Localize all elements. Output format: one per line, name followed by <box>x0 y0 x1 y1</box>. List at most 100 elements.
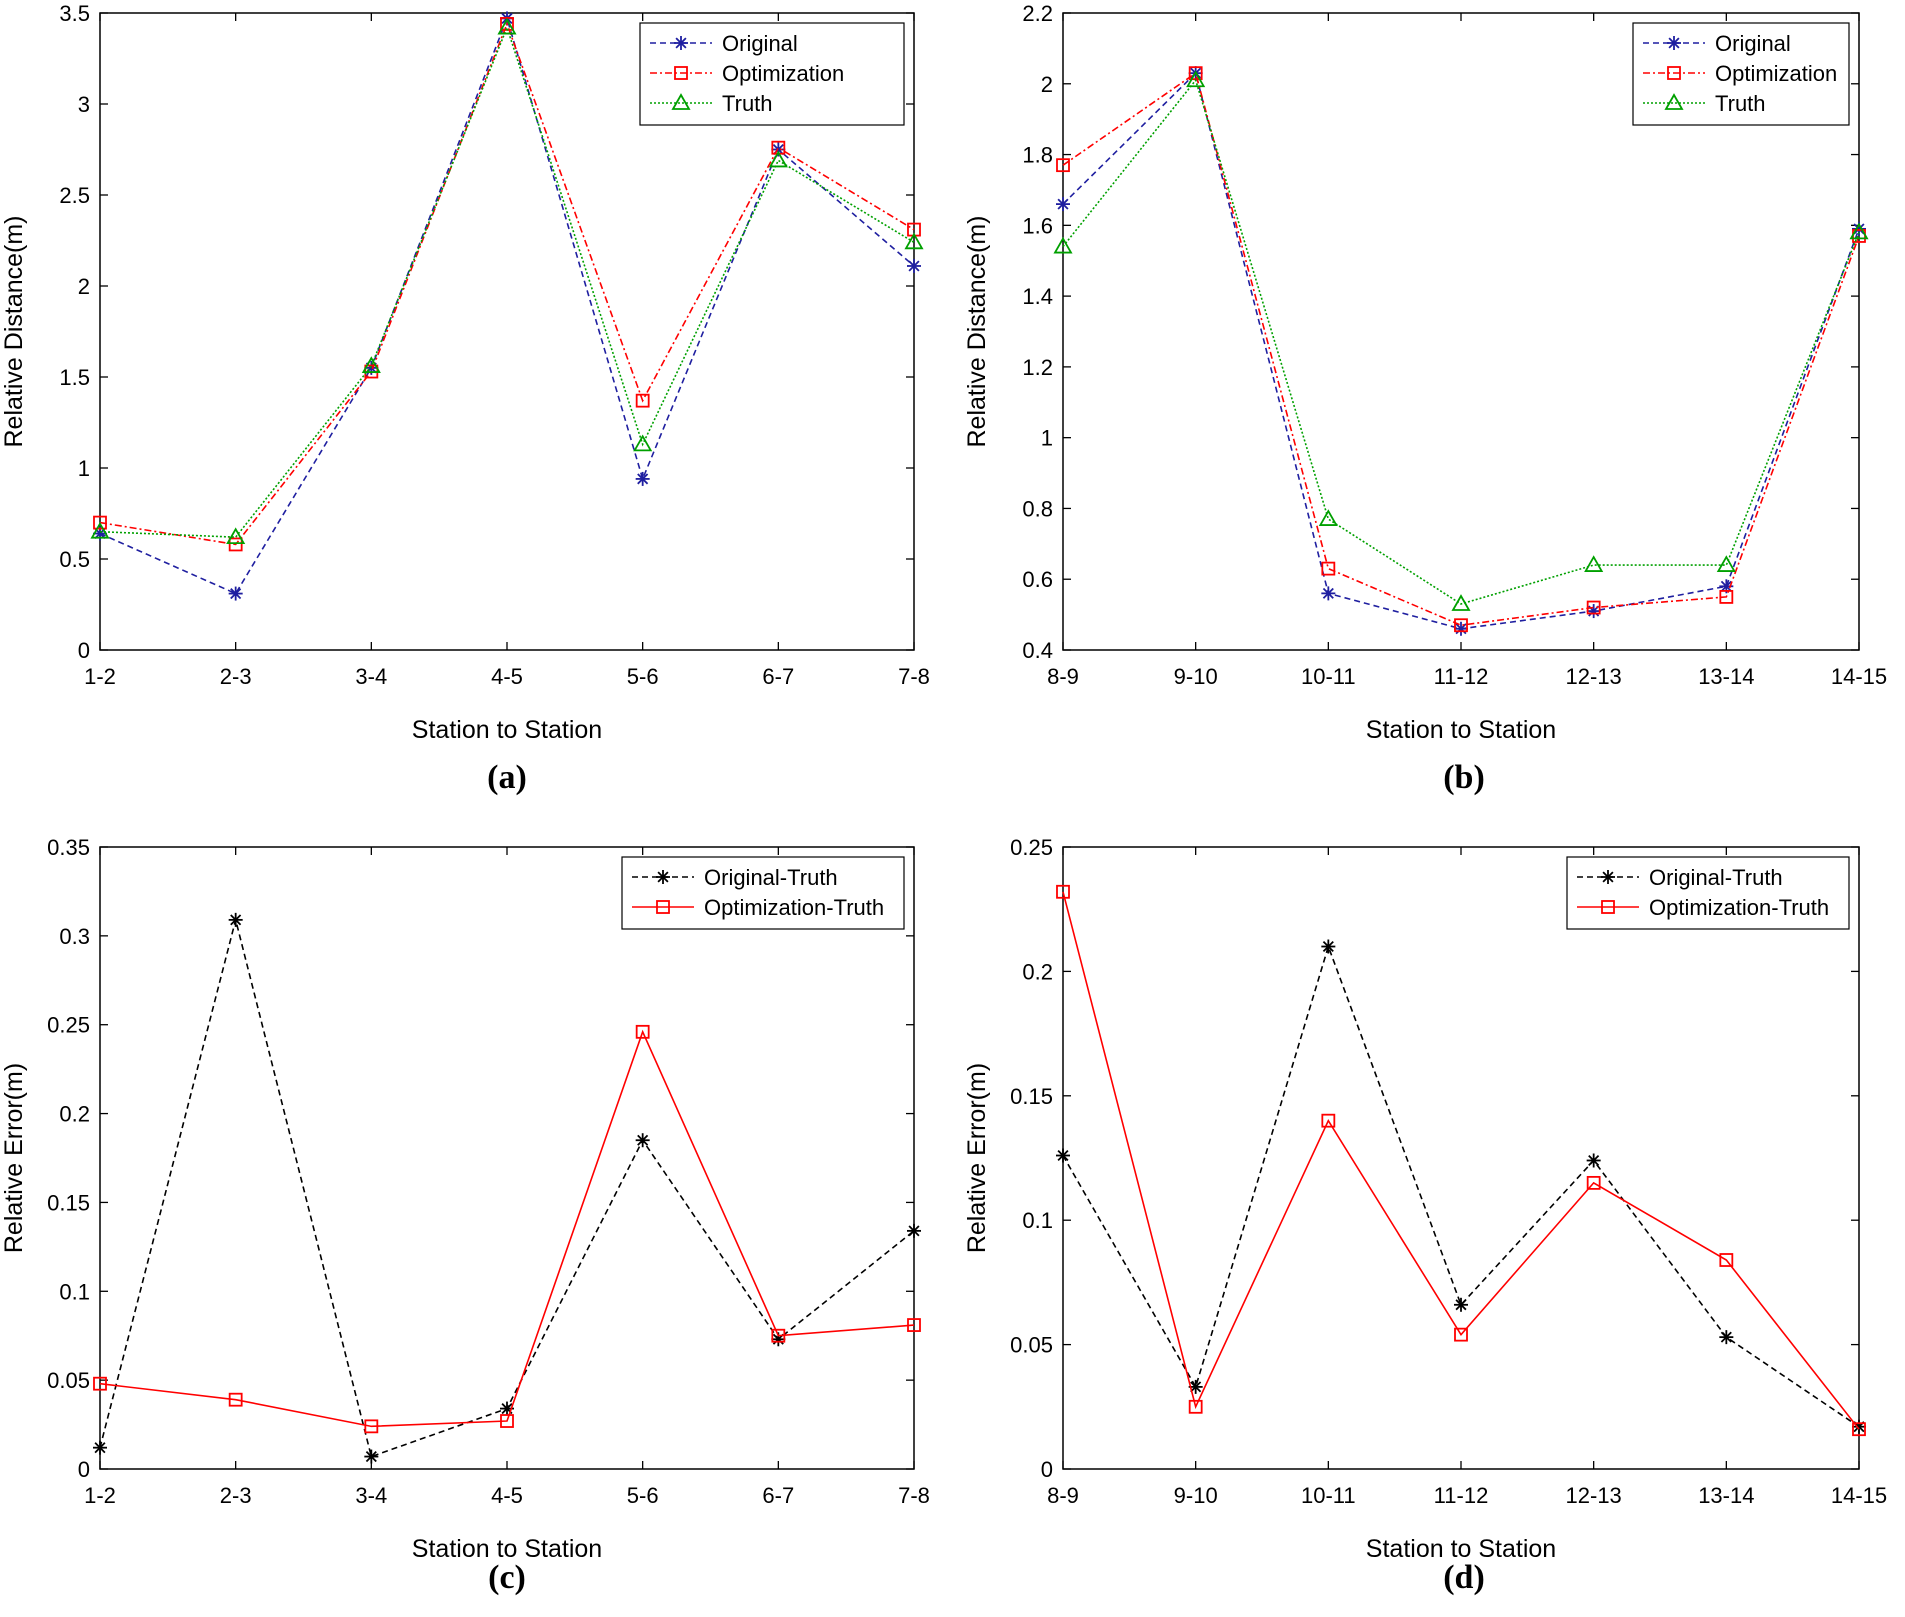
data-point <box>1451 594 1471 611</box>
x-axis-title: Station to Station <box>412 716 602 744</box>
data-point <box>226 527 246 545</box>
x-tick-label: 5-6 <box>627 664 659 689</box>
data-point <box>93 515 107 530</box>
y-tick-label: 0.1 <box>59 1279 90 1304</box>
data-point <box>1053 236 1073 254</box>
data-point <box>1716 555 1736 572</box>
y-axis-title: Relative Distance(m) <box>963 215 991 447</box>
legend-marker <box>674 66 688 80</box>
x-tick-label: 7-8 <box>898 1483 930 1508</box>
legend: Original-Truth Optimization-Truth <box>621 856 905 930</box>
x-tick-label: 1-2 <box>84 664 116 689</box>
x-tick-label: 10-11 <box>1301 1483 1356 1508</box>
y-tick-label: 1.4 <box>1022 284 1053 309</box>
data-point <box>907 1318 921 1332</box>
series-line <box>99 919 915 1458</box>
series-0 <box>1056 66 1866 636</box>
legend-label: Original-Truth <box>1649 865 1783 890</box>
y-axis-title: Relative Distance(m) <box>0 215 28 447</box>
x-tick-label: 12-13 <box>1566 1483 1622 1508</box>
legend-marker <box>1601 870 1615 884</box>
data-point <box>228 537 243 552</box>
data-point <box>361 356 381 373</box>
series-1 <box>1056 66 1866 633</box>
x-tick-label: 10-11 <box>1301 664 1356 689</box>
legend-label: Optimization <box>1715 61 1837 86</box>
series-2 <box>1053 70 1869 611</box>
series-line <box>1062 78 1860 605</box>
data-point <box>1719 1253 1734 1267</box>
y-tick-label: 0.3 <box>59 924 90 949</box>
data-point <box>1586 604 1601 619</box>
y-tick-label: 0.35 <box>47 835 90 860</box>
legend-label: Original-Truth <box>704 865 838 890</box>
data-point <box>1719 1330 1734 1345</box>
series-0 <box>93 11 921 601</box>
data-point <box>1318 509 1338 526</box>
y-tick-label: 0.05 <box>1010 1333 1053 1358</box>
x-tick-label: 4-5 <box>491 664 523 689</box>
y-tick-label: 0.5 <box>59 547 90 572</box>
legend-box <box>1566 856 1850 930</box>
x-axis-title: Station to Station <box>412 1535 602 1563</box>
panel-label: (d) <box>1443 1559 1485 1596</box>
x-tick-label: 2-3 <box>220 1483 252 1508</box>
data-point <box>93 1440 107 1455</box>
data-point <box>907 258 921 273</box>
data-point <box>500 1414 514 1428</box>
data-point <box>1584 555 1604 572</box>
x-tick-label: 6-7 <box>762 1483 794 1508</box>
legend: Original-Truth Optimization-Truth <box>1566 856 1850 930</box>
legend-label: Optimization-Truth <box>1649 895 1829 920</box>
data-point <box>1454 618 1468 633</box>
y-tick-label: 0 <box>1041 1457 1053 1482</box>
x-tick-label: 5-6 <box>627 1483 659 1508</box>
y-tick-label: 1 <box>78 456 90 481</box>
data-point <box>1056 197 1070 212</box>
y-tick-label: 0.15 <box>47 1190 90 1215</box>
x-tick-label: 1-2 <box>84 1483 116 1508</box>
y-tick-label: 0.1 <box>1022 1208 1053 1233</box>
panel-label: (a) <box>487 759 527 796</box>
legend-marker <box>656 870 670 884</box>
x-tick-label: 8-9 <box>1047 1483 1079 1508</box>
data-point <box>1321 561 1336 576</box>
y-tick-label: 1.5 <box>59 365 90 390</box>
legend-marker <box>656 900 670 914</box>
legend: Original Optimization Truth <box>1632 22 1850 126</box>
x-axis-title: Station to Station <box>1366 716 1556 744</box>
data-point <box>228 586 243 601</box>
y-tick-label: 3 <box>78 92 90 117</box>
y-tick-label: 0.25 <box>1010 835 1053 860</box>
data-point <box>1321 586 1336 601</box>
data-point <box>90 521 110 539</box>
y-tick-label: 0.15 <box>1010 1084 1053 1109</box>
chart-panel-0: 0 0.5 1 1.5 2 2.5 3 3.5 1-2 2-3 3-4 4-5 5-6 6-7 7-8 Sta… <box>0 1 930 796</box>
series-line <box>1062 71 1860 627</box>
legend-label: Original <box>1715 31 1791 56</box>
data-point <box>1186 70 1206 88</box>
y-tick-label: 0 <box>78 638 90 663</box>
x-tick-label: 12-13 <box>1566 664 1622 689</box>
y-tick-label: 2 <box>1041 72 1053 97</box>
data-point <box>1719 590 1734 604</box>
data-point <box>633 434 653 452</box>
plot-area <box>99 846 915 1470</box>
x-tick-label: 8-9 <box>1047 664 1079 689</box>
y-tick-label: 0.25 <box>47 1013 90 1038</box>
data-point <box>1321 1113 1336 1128</box>
legend-marker <box>674 36 688 50</box>
x-tick-label: 9-10 <box>1174 1483 1218 1508</box>
x-tick-label: 13-14 <box>1698 664 1754 689</box>
y-tick-label: 1 <box>1041 426 1053 451</box>
legend-marker <box>1667 66 1681 80</box>
x-tick-label: 7-8 <box>898 664 930 689</box>
legend-label: Optimization-Truth <box>704 895 884 920</box>
data-point <box>1849 222 1869 240</box>
legend-label: Truth <box>722 91 773 116</box>
x-tick-label: 3-4 <box>355 1483 387 1508</box>
y-tick-label: 0.8 <box>1022 496 1053 521</box>
data-point <box>1188 1399 1203 1414</box>
x-tick-label: 14-15 <box>1831 1483 1887 1508</box>
